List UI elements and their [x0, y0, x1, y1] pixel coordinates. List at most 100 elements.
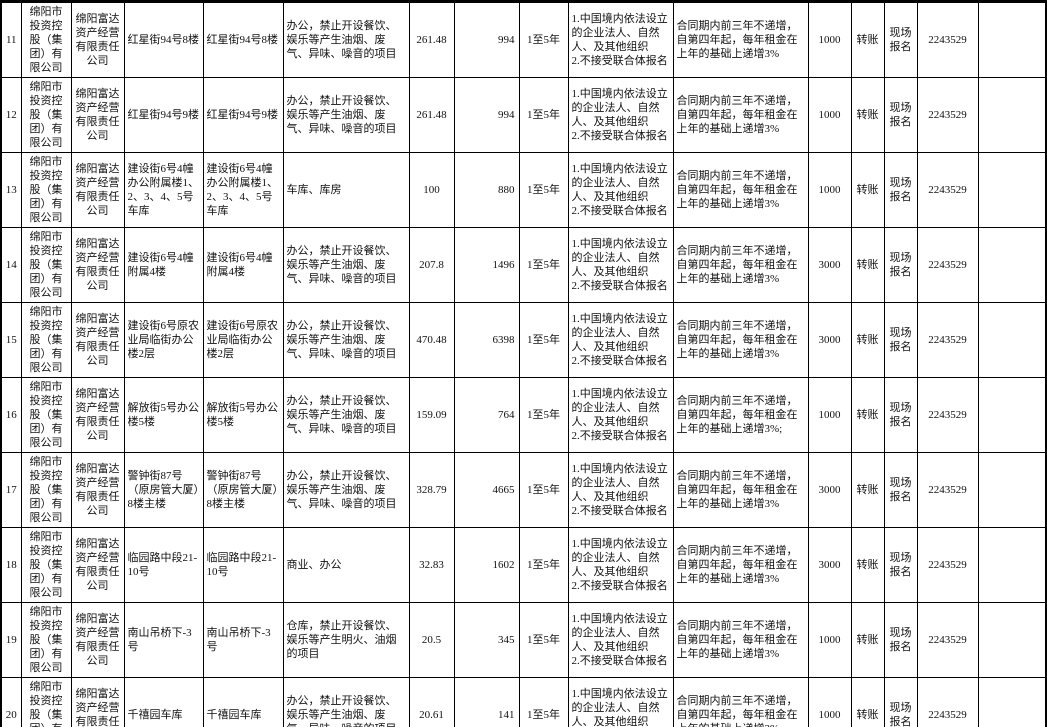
cell-lessor-company: 绵阳市投资控股（集团）有限公司: [20, 152, 72, 228]
cell-property-address: 建设街6号4幢附属4楼: [202, 227, 284, 303]
cell-payment-method: 转账: [850, 1, 885, 78]
cell-registration-method: 现场报名: [883, 677, 918, 727]
cell-operating-company: 绵阳富达资产经营有限责任公司: [70, 677, 125, 727]
cell-operating-company: 绵阳富达资产经营有限责任公司: [70, 152, 125, 228]
cell-lease-term: 1至5年: [518, 377, 569, 453]
cell-remark: [977, 1, 1047, 78]
cell-lessor-company: 绵阳市投资控股（集团）有限公司: [20, 302, 72, 378]
table-row: 11 绵阳市投资控股（集团）有限公司 绵阳富达资产经营有限责任公司 红星街94号…: [0, 1, 1047, 78]
cell-contact-phone: 2243529: [916, 377, 979, 453]
cell-property-name: 临园路中段21-10号: [123, 527, 204, 603]
table-row: 13 绵阳市投资控股（集团）有限公司 绵阳富达资产经营有限责任公司 建设街6号4…: [0, 152, 1047, 228]
cell-lease-term: 1至5年: [518, 302, 569, 378]
cell-remark: [977, 227, 1047, 303]
cell-lessor-company: 绵阳市投资控股（集团）有限公司: [20, 377, 72, 453]
cell-area: 470.48: [408, 302, 455, 378]
cell-payment-method: 转账: [850, 602, 885, 678]
cell-row-number: 13: [0, 152, 22, 228]
cell-lessor-company: 绵阳市投资控股（集团）有限公司: [20, 452, 72, 528]
cell-remark: [977, 677, 1047, 727]
cell-property-name: 红星街94号9楼: [123, 77, 204, 153]
cell-property-address: 警钟街87号（原房管大厦）8楼主楼: [202, 452, 284, 528]
cell-remark: [977, 152, 1047, 228]
cell-operating-company: 绵阳富达资产经营有限责任公司: [70, 602, 125, 678]
cell-monthly-rent: 4665: [453, 452, 520, 528]
cell-deposit-amount: 1000: [807, 152, 852, 228]
cell-monthly-rent: 1602: [453, 527, 520, 603]
cell-row-number: 19: [0, 602, 22, 678]
cell-registration-method: 现场报名: [883, 452, 918, 528]
cell-registration-method: 现场报名: [883, 302, 918, 378]
cell-operating-company: 绵阳富达资产经营有限责任公司: [70, 302, 125, 378]
cell-row-number: 15: [0, 302, 22, 378]
cell-contact-phone: 2243529: [916, 152, 979, 228]
cell-operating-company: 绵阳富达资产经营有限责任公司: [70, 452, 125, 528]
cell-remark: [977, 527, 1047, 603]
cell-deposit-amount: 1000: [807, 1, 852, 78]
cell-permitted-usage: 车库、库房: [282, 152, 410, 228]
cell-monthly-rent: 6398: [453, 302, 520, 378]
cell-lease-term: 1至5年: [518, 527, 569, 603]
cell-lessor-company: 绵阳市投资控股（集团）有限公司: [20, 527, 72, 603]
cell-permitted-usage: 办公，禁止开设餐饮、娱乐等产生油烟、废气、异味、噪音的项目: [282, 77, 410, 153]
cell-payment-method: 转账: [850, 77, 885, 153]
cell-monthly-rent: 994: [453, 1, 520, 78]
cell-lease-term: 1至5年: [518, 452, 569, 528]
cell-deposit-amount: 3000: [807, 527, 852, 603]
cell-rent-increase-terms: 合同期内前三年不递增，自第四年起，每年租金在上年的基础上递增3%: [672, 602, 809, 678]
cell-permitted-usage: 仓库，禁止开设餐饮、娱乐等产生明火、油烟的项目: [282, 602, 410, 678]
cell-rent-increase-terms: 合同期内前三年不递增，自第四年起，每年租金在上年的基础上递增3%: [672, 227, 809, 303]
cell-payment-method: 转账: [850, 677, 885, 727]
table-row: 16 绵阳市投资控股（集团）有限公司 绵阳富达资产经营有限责任公司 解放街5号办…: [0, 377, 1047, 453]
cell-property-name: 建设街6号4幢办公附属楼1、2、3、4、5号车库: [123, 152, 204, 228]
cell-property-name: 建设街6号4幢附属4楼: [123, 227, 204, 303]
cell-property-name: 警钟街87号（原房管大厦）8楼主楼: [123, 452, 204, 528]
cell-contact-phone: 2243529: [916, 227, 979, 303]
cell-lessor-company: 绵阳市投资控股（集团）有限公司: [20, 602, 72, 678]
cell-registration-method: 现场报名: [883, 602, 918, 678]
cell-contact-phone: 2243529: [916, 1, 979, 78]
cell-operating-company: 绵阳富达资产经营有限责任公司: [70, 77, 125, 153]
cell-bidder-eligibility: 1.中国境内依法设立的企业法人、自然人、及其他组织 2.不接受联合体报名: [567, 302, 674, 378]
cell-row-number: 20: [0, 677, 22, 727]
cell-permitted-usage: 商业、办公: [282, 527, 410, 603]
cell-property-name: 红星街94号8楼: [123, 1, 204, 78]
cell-lessor-company: 绵阳市投资控股（集团）有限公司: [20, 677, 72, 727]
cell-bidder-eligibility: 1.中国境内依法设立的企业法人、自然人、及其他组织 2.不接受联合体报名: [567, 602, 674, 678]
cell-row-number: 17: [0, 452, 22, 528]
cell-lessor-company: 绵阳市投资控股（集团）有限公司: [20, 1, 72, 78]
cell-permitted-usage: 办公，禁止开设餐饮、娱乐等产生油烟、废气、异味、噪音的项目: [282, 302, 410, 378]
cell-monthly-rent: 994: [453, 77, 520, 153]
cell-contact-phone: 2243529: [916, 452, 979, 528]
cell-lease-term: 1至5年: [518, 227, 569, 303]
cell-registration-method: 现场报名: [883, 1, 918, 78]
cell-bidder-eligibility: 1.中国境内依法设立的企业法人、自然人、及其他组织 2.不接受联合体报名: [567, 77, 674, 153]
cell-deposit-amount: 1000: [807, 377, 852, 453]
cell-row-number: 16: [0, 377, 22, 453]
cell-lease-term: 1至5年: [518, 1, 569, 78]
cell-deposit-amount: 3000: [807, 302, 852, 378]
cell-property-name: 南山吊桥下-3号: [123, 602, 204, 678]
cell-registration-method: 现场报名: [883, 152, 918, 228]
cell-lease-term: 1至5年: [518, 152, 569, 228]
cell-monthly-rent: 1496: [453, 227, 520, 303]
cell-lessor-company: 绵阳市投资控股（集团）有限公司: [20, 77, 72, 153]
cell-remark: [977, 302, 1047, 378]
cell-rent-increase-terms: 合同期内前三年不递增，自第四年起，每年租金在上年的基础上递增3%;: [672, 677, 809, 727]
cell-rent-increase-terms: 合同期内前三年不递增，自第四年起，每年租金在上年的基础上递增3%: [672, 152, 809, 228]
cell-contact-phone: 2243529: [916, 677, 979, 727]
cell-deposit-amount: 1000: [807, 677, 852, 727]
cell-registration-method: 现场报名: [883, 527, 918, 603]
table-row: 14 绵阳市投资控股（集团）有限公司 绵阳富达资产经营有限责任公司 建设街6号4…: [0, 227, 1047, 303]
cell-rent-increase-terms: 合同期内前三年不递增，自第四年起，每年租金在上年的基础上递增3%: [672, 302, 809, 378]
cell-contact-phone: 2243529: [916, 527, 979, 603]
cell-property-address: 红星街94号9楼: [202, 77, 284, 153]
cell-area: 328.79: [408, 452, 455, 528]
cell-bidder-eligibility: 1.中国境内依法设立的企业法人、自然人、及其他组织 2.不接受联合体报名: [567, 377, 674, 453]
cell-payment-method: 转账: [850, 227, 885, 303]
cell-rent-increase-terms: 合同期内前三年不递增，自第四年起，每年租金在上年的基础上递增3%: [672, 452, 809, 528]
cell-area: 261.48: [408, 1, 455, 78]
cell-rent-increase-terms: 合同期内前三年不递增，自第四年起，每年租金在上年的基础上递增3%: [672, 77, 809, 153]
